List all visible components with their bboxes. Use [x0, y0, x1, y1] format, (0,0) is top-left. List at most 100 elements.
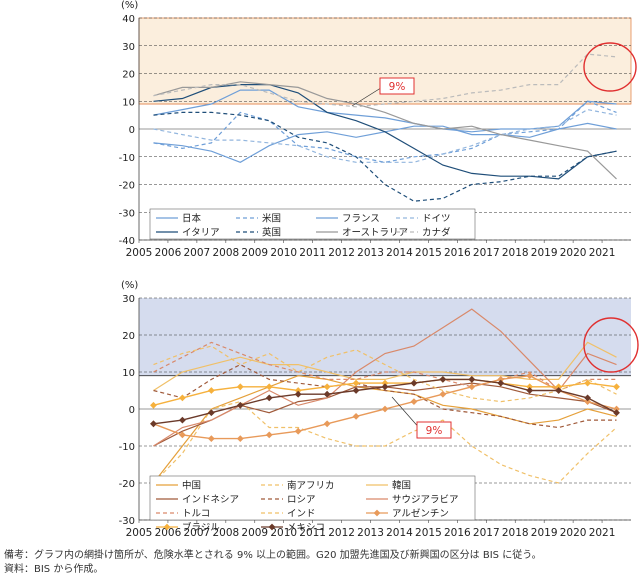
series-point: [265, 383, 273, 391]
legend-label: オーストラリア: [342, 228, 408, 239]
x-tick-label: 2006: [155, 247, 182, 259]
legend-marker: [163, 523, 171, 531]
legend-label: 中国: [182, 480, 201, 492]
y-tick-label: -30: [119, 208, 135, 219]
series-point: [613, 383, 620, 391]
series-point: [584, 394, 591, 402]
x-tick-label: 2012: [328, 527, 355, 539]
y-tick-label: 0: [129, 405, 135, 416]
series-line: [153, 53, 617, 108]
x-tick-label: 2020: [560, 247, 587, 259]
x-tick-label: 2008: [212, 247, 239, 259]
legend-marker: [268, 523, 276, 531]
series-point: [179, 394, 186, 402]
x-tick-label: 2011: [299, 247, 326, 259]
y-tick-label: 20: [122, 70, 135, 81]
legend-box: [149, 475, 476, 521]
series-point: [207, 435, 215, 442]
series-point: [294, 387, 302, 394]
series-line: [153, 363, 617, 429]
footnote-source: 資料：BIS から作成。: [4, 564, 104, 575]
series-point: [236, 383, 244, 391]
y-tick-label: 10: [122, 368, 135, 379]
series-point: [439, 390, 447, 398]
series-point: [323, 390, 331, 398]
x-tick-label: 2015: [415, 527, 442, 539]
series-point: [410, 398, 418, 405]
x-tick-label: 2008: [212, 527, 239, 539]
series-point: [150, 420, 157, 428]
x-tick-label: 2014: [386, 247, 413, 259]
x-tick-label: 2017: [473, 527, 500, 539]
x-tick-label: 2010: [270, 527, 297, 539]
series-point: [236, 435, 244, 442]
x-tick-label: 2013: [357, 247, 384, 259]
series-line: [153, 345, 617, 403]
series-point: [439, 376, 447, 383]
series-point: [323, 420, 331, 428]
y-tick-label: 30: [122, 42, 135, 53]
series-point: [323, 383, 331, 391]
x-tick-label: 2007: [184, 527, 211, 539]
x-tick-label: 2011: [299, 527, 326, 539]
series-line: [153, 108, 617, 163]
series-point: [207, 409, 215, 417]
y-tick-label: 30: [122, 294, 135, 305]
x-tick-label: 2005: [126, 247, 153, 259]
legend-label: サウジアラビア: [392, 495, 459, 506]
x-tick-label: 2021: [589, 527, 616, 539]
x-tick-label: 2009: [241, 247, 268, 259]
y-tick-label: -10: [119, 442, 135, 453]
x-tick-label: 2020: [560, 527, 587, 539]
callout-leader: [351, 85, 385, 107]
series-point: [468, 376, 476, 383]
x-tick-label: 2014: [386, 527, 413, 539]
x-tick-label: 2012: [328, 247, 355, 259]
y-axis-unit-label: (%): [121, 280, 138, 291]
callout-label: 9%: [389, 81, 406, 93]
x-tick-label: 2013: [357, 527, 384, 539]
series-point: [352, 379, 360, 387]
legend-marker: [373, 509, 381, 517]
legend-label: 英国: [262, 227, 281, 239]
legend-label: カナダ: [422, 227, 451, 239]
legend-label: ロシア: [287, 495, 316, 506]
series-line: [153, 341, 617, 392]
series-point: [150, 401, 157, 409]
legend-label: 日本: [182, 213, 202, 225]
y-tick-label: 40: [122, 14, 135, 25]
series-point: [352, 413, 360, 420]
y-axis-unit-label: (%): [121, 0, 138, 11]
series-point: [294, 427, 302, 435]
legend-label: インド: [287, 509, 316, 520]
series-line: [153, 341, 617, 392]
series-point: [526, 383, 534, 391]
y-tick-label: -20: [119, 479, 135, 490]
series-point: [381, 379, 389, 387]
series-point: [352, 387, 360, 394]
y-tick-label: 10: [122, 97, 135, 108]
legend-label: 南アフリカ: [287, 480, 335, 492]
footnote-remarks: 備考：グラフ内の網掛け箇所が、危険水準とされる 9% 以上の範囲。G20 加盟先…: [4, 550, 542, 561]
series-point: [497, 376, 505, 383]
x-tick-label: 2009: [241, 527, 268, 539]
callout-box: [379, 77, 415, 95]
series-line: [153, 100, 617, 163]
x-tick-label: 2007: [184, 247, 211, 259]
highlight-circle: [583, 317, 639, 373]
series-point: [526, 387, 534, 394]
x-tick-label: 2018: [502, 247, 529, 259]
legend-label: インドネシア: [182, 495, 239, 506]
x-tick-label: 2010: [270, 247, 297, 259]
x-tick-label: 2017: [473, 247, 500, 259]
y-tick-label: -40: [119, 236, 135, 247]
series-point: [468, 383, 476, 391]
callout-box: [416, 421, 452, 439]
series-line: [153, 81, 617, 180]
highlight-circle: [583, 42, 637, 92]
series-point: [555, 387, 563, 394]
y-tick-label: -30: [119, 516, 135, 527]
